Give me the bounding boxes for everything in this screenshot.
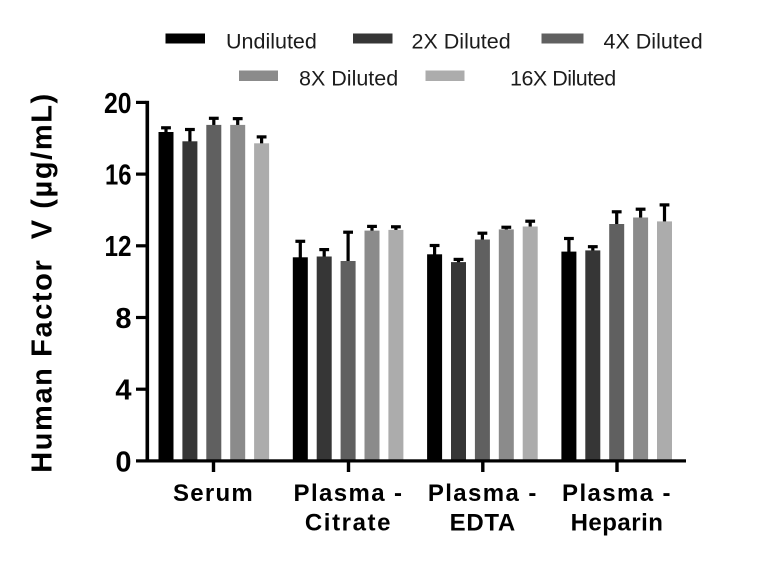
- svg-text:0: 0: [115, 446, 131, 478]
- svg-text:2X Diluted: 2X Diluted: [412, 30, 511, 54]
- svg-text:Plasma -: Plasma -: [294, 480, 404, 507]
- svg-text:Undiluted: Undiluted: [226, 30, 317, 54]
- svg-text:Heparin: Heparin: [571, 509, 664, 536]
- svg-text:Citrate: Citrate: [305, 509, 392, 536]
- svg-text:Plasma -: Plasma -: [562, 480, 672, 507]
- svg-text:EDTA: EDTA: [450, 509, 516, 536]
- svg-text:8: 8: [115, 303, 131, 335]
- svg-text:20: 20: [104, 88, 132, 120]
- svg-text:Plasma -: Plasma -: [428, 480, 538, 507]
- svg-text:16: 16: [105, 160, 132, 192]
- svg-text:12: 12: [105, 231, 132, 263]
- svg-text:Human Factor V (µg/mL): Human Factor V (µg/mL): [27, 92, 59, 473]
- svg-text:4X Diluted: 4X Diluted: [604, 30, 703, 54]
- svg-text:16X Diluted: 16X Diluted: [510, 67, 616, 91]
- svg-text:4: 4: [115, 375, 131, 407]
- svg-text:8X Diluted: 8X Diluted: [299, 67, 398, 91]
- svg-text:Serum: Serum: [173, 480, 254, 507]
